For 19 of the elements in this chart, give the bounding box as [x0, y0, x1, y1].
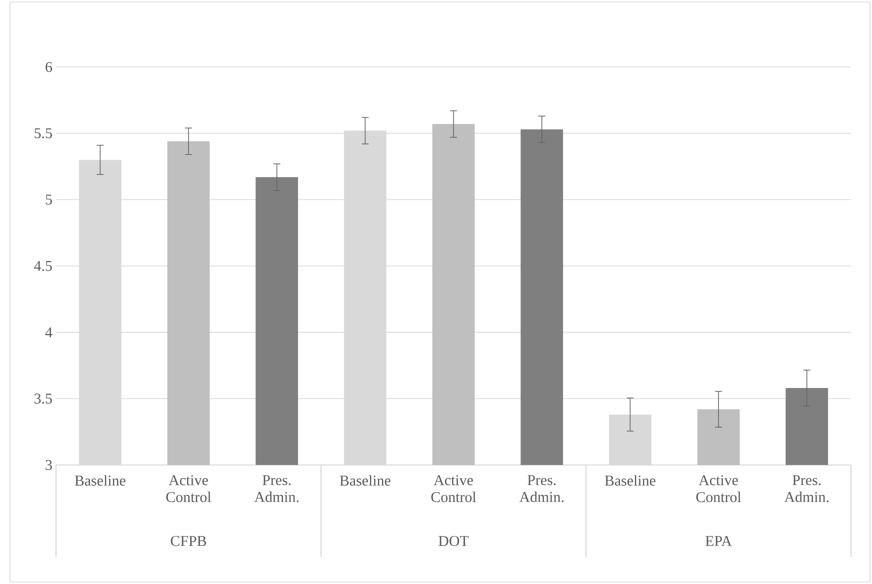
text: Pres. Admin. [784, 475, 828, 502]
y-tick-label: 3 [46, 460, 52, 470]
series-label: Baseline [604, 475, 656, 486]
y-tick-label: 4.5 [34, 260, 52, 272]
y-tick-label: 4 [45, 327, 52, 338]
text: Active Control [166, 475, 212, 502]
y-tick-label: 5 [46, 194, 52, 205]
x-tick-label: CFPB [170, 536, 206, 546]
text: Baseline [340, 475, 390, 486]
text: Active Control [431, 475, 476, 502]
y-tick-label: 3.5 [34, 394, 52, 404]
y-tick-label: 5.5 [34, 128, 52, 138]
y-tick-label: 6 [46, 62, 52, 72]
series-label: Active Control [696, 475, 742, 502]
text: Pres. Admin. [254, 475, 298, 502]
series-label: Pres. Admin. [519, 475, 564, 502]
text: Baseline [74, 475, 126, 486]
x-tick-label: DOT [438, 536, 469, 546]
x-tick-label: EPA [706, 536, 732, 546]
